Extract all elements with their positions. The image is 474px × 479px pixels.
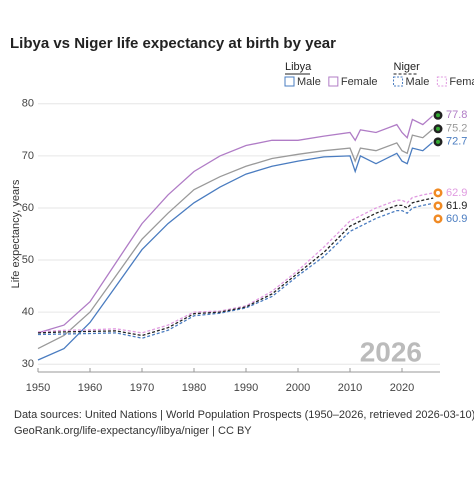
y-tick-label: 30	[22, 358, 34, 370]
x-tick-label: 2010	[338, 382, 362, 394]
legend-swatch	[328, 76, 339, 87]
legend-label: Male	[406, 76, 430, 88]
x-tick-label: 1970	[130, 382, 154, 394]
watermark: 2026	[360, 336, 422, 367]
legend-group-title: Libya	[285, 61, 312, 73]
series-line	[37, 114, 434, 334]
series-line	[37, 192, 434, 334]
x-tick-label: 1960	[78, 382, 102, 394]
x-tick-label: 1980	[182, 382, 206, 394]
credit: GeoRank.org/life-expectancy/libya/niger …	[14, 425, 252, 437]
y-tick-label: 60	[22, 202, 34, 214]
chart-title: Libya vs Niger life expectancy at birth …	[10, 35, 336, 52]
end-label: 77.8	[446, 109, 467, 121]
y-tick-label: 50	[22, 254, 34, 266]
flag-icon	[436, 126, 440, 131]
end-label: 72.7	[446, 136, 467, 148]
flag-icon	[436, 216, 440, 221]
end-label: 61.9	[446, 200, 467, 212]
end-label: 62.9	[446, 187, 467, 199]
legend-label: Female	[449, 76, 474, 88]
legend-swatch	[436, 76, 447, 87]
x-tick-label: 1950	[26, 382, 50, 394]
legend-swatch	[393, 76, 404, 87]
end-label: 75.2	[446, 123, 467, 135]
series-line	[37, 202, 434, 339]
flag-icon	[436, 139, 440, 144]
legend-label: Female	[341, 76, 378, 88]
end-label: 60.9	[446, 213, 467, 225]
legend-label: Male	[297, 76, 321, 88]
x-tick-label: 2000	[286, 382, 310, 394]
legend-swatch	[284, 76, 295, 87]
x-tick-label: 1990	[234, 382, 258, 394]
series-line	[37, 128, 434, 350]
legend-group-title: Niger	[394, 61, 421, 73]
flag-icon	[436, 190, 440, 195]
series-line	[37, 141, 434, 361]
flag-icon	[436, 113, 440, 118]
y-tick-label: 40	[22, 306, 34, 318]
y-tick-label: 70	[22, 150, 34, 162]
source: Data sources: United Nations | World Pop…	[14, 409, 474, 421]
y-tick-label: 80	[22, 98, 34, 110]
series-line	[37, 197, 434, 337]
flag-icon	[436, 203, 440, 208]
y-axis-label: Life expectancy, years	[10, 179, 22, 288]
x-tick-label: 2020	[390, 382, 414, 394]
